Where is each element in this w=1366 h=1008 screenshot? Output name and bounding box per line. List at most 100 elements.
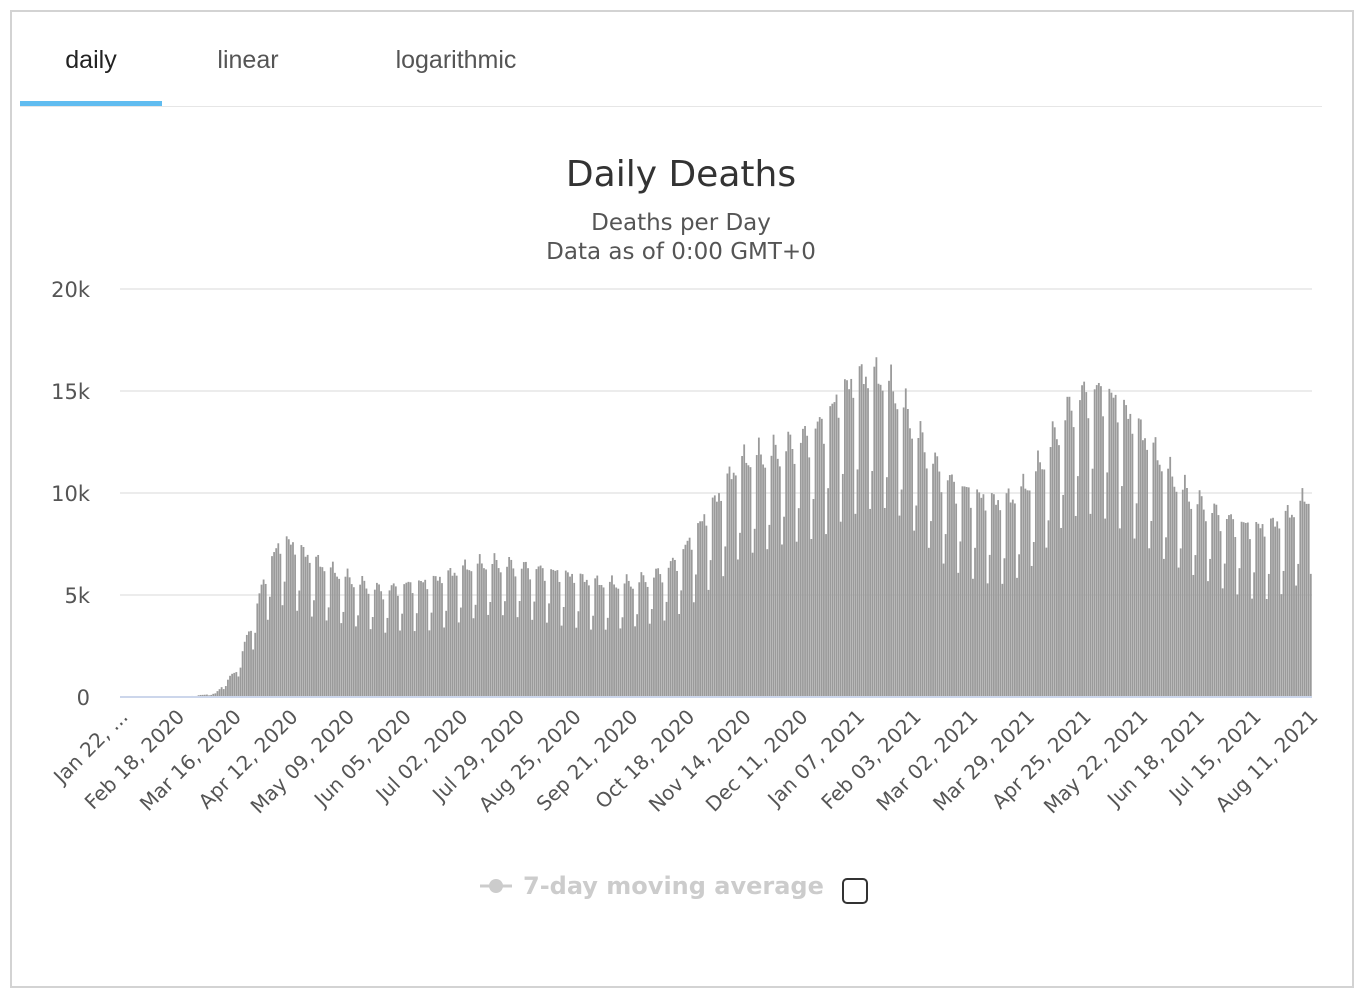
active-tab-indicator	[20, 101, 162, 106]
bar	[667, 567, 670, 697]
bar	[755, 455, 758, 697]
bar	[1309, 573, 1312, 697]
bar	[1183, 474, 1186, 697]
bar	[938, 471, 941, 697]
bar	[359, 584, 362, 697]
bar	[529, 579, 532, 697]
bar	[1139, 419, 1142, 697]
bar	[720, 500, 722, 697]
bar	[944, 534, 947, 697]
bar	[728, 466, 731, 697]
bar	[369, 629, 372, 697]
bar	[1192, 574, 1195, 697]
bar	[1200, 496, 1203, 697]
bar	[921, 432, 924, 697]
bar	[636, 614, 639, 697]
legend-item-moving-average[interactable]: 7-day moving average	[523, 872, 824, 900]
bar	[399, 630, 401, 697]
bar	[237, 676, 240, 697]
bar	[965, 486, 968, 697]
bar	[1011, 499, 1014, 697]
bar	[317, 554, 320, 697]
bar	[382, 599, 385, 697]
bar	[308, 562, 311, 697]
bar	[787, 431, 790, 697]
bar	[1129, 413, 1132, 697]
bar	[340, 623, 343, 697]
bar	[1089, 513, 1092, 697]
bar	[367, 593, 370, 697]
bar	[619, 628, 622, 697]
bar	[1005, 493, 1008, 697]
bar	[1007, 488, 1010, 697]
bar	[883, 507, 886, 697]
bar	[220, 687, 223, 697]
bar	[550, 569, 553, 697]
bar	[1236, 594, 1239, 697]
tab-daily[interactable]: daily	[65, 46, 117, 74]
bar	[558, 581, 561, 697]
bar	[1152, 442, 1155, 697]
bar	[1223, 563, 1226, 697]
bar	[499, 572, 502, 697]
bar	[967, 487, 970, 697]
bar	[669, 561, 672, 697]
bar	[770, 455, 773, 697]
bar	[325, 620, 328, 697]
bar	[797, 508, 800, 697]
bar	[913, 530, 916, 697]
bar	[611, 575, 613, 697]
bar	[642, 575, 645, 697]
x-tick-label: Apr 25, 2021	[987, 705, 1096, 814]
bar	[466, 569, 469, 697]
bar	[306, 554, 309, 697]
bar	[1070, 410, 1073, 697]
bar	[871, 471, 874, 697]
bar	[743, 444, 746, 697]
bar	[705, 525, 708, 697]
bar	[380, 591, 383, 697]
bar	[227, 679, 229, 697]
bar	[447, 570, 450, 697]
tab-logarithmic[interactable]: logarithmic	[395, 46, 517, 74]
bar	[556, 570, 559, 697]
bar	[298, 590, 301, 697]
bar	[760, 454, 762, 697]
bar	[1009, 502, 1012, 697]
bar	[1156, 460, 1159, 697]
bar	[1167, 468, 1169, 697]
bar	[581, 574, 584, 697]
bar	[386, 617, 389, 697]
bar	[791, 449, 794, 697]
bar	[1051, 421, 1054, 697]
legend[interactable]: 7-day moving average	[480, 872, 868, 904]
bar	[554, 570, 557, 697]
bar	[430, 612, 433, 697]
bar	[361, 575, 364, 697]
bar	[1146, 449, 1149, 697]
bar	[577, 611, 580, 697]
bar	[1091, 468, 1094, 697]
bar	[734, 475, 737, 697]
bar	[1165, 537, 1167, 697]
bar	[216, 691, 219, 697]
bar	[873, 366, 876, 697]
bar	[514, 576, 517, 697]
bar	[329, 567, 332, 697]
bar	[697, 523, 699, 697]
bar	[753, 528, 756, 697]
bar	[1026, 490, 1029, 697]
bar	[898, 515, 901, 697]
bar	[485, 569, 487, 697]
bar	[592, 615, 594, 697]
bar	[890, 364, 892, 697]
bar	[678, 613, 681, 697]
x-tick-label: Jan 07, 2021	[762, 705, 870, 813]
bar	[275, 548, 278, 697]
bar	[906, 409, 909, 697]
moving-average-checkbox[interactable]	[842, 878, 868, 904]
tab-linear[interactable]: linear	[217, 46, 279, 74]
bar	[203, 694, 206, 697]
bar	[323, 571, 326, 697]
bar	[722, 576, 725, 697]
